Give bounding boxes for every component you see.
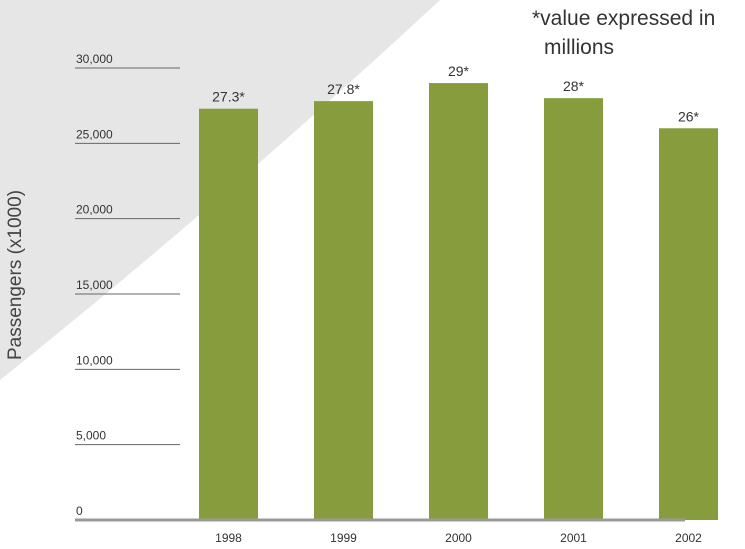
x-tick-label-2002: 2002 <box>675 531 702 545</box>
bar-1998 <box>199 108 258 521</box>
bar-1999 <box>314 101 373 520</box>
y-tick-label: 10,000 <box>76 353 113 367</box>
bar-2000 <box>429 83 488 521</box>
data-label-2000: 29* <box>448 63 470 79</box>
x-tick-label-2001: 2001 <box>560 531 587 545</box>
bars <box>199 83 718 521</box>
footnote: *value expressed in millions <box>532 4 742 62</box>
bar-2002 <box>659 128 718 520</box>
y-tick-label: 30,000 <box>76 52 113 66</box>
data-label-1999: 27.8* <box>327 81 360 97</box>
data-label-2002: 26* <box>678 108 700 124</box>
y-tick-label: 0 <box>76 504 83 518</box>
bar-2001 <box>544 98 603 520</box>
y-ticks: 0 5,000 10,000 15,000 20,000 25,000 30,000 <box>75 52 180 518</box>
y-axis-title: Passengers (x1000) <box>5 190 26 360</box>
data-label-1998: 27.3* <box>212 89 245 105</box>
x-tick-label-2000: 2000 <box>445 531 472 545</box>
y-tick-label: 5,000 <box>76 429 106 443</box>
x-tick-label-1999: 1999 <box>330 531 357 545</box>
x-tick-labels: 199819992000200120022003 <box>215 531 702 545</box>
y-tick-label: 20,000 <box>76 203 113 217</box>
footnote-line-1: *value expressed in <box>532 7 716 30</box>
x-tick-label-1998: 1998 <box>215 531 242 545</box>
y-tick-label: 25,000 <box>76 127 113 141</box>
y-tick-label: 15,000 <box>76 278 113 292</box>
footnote-line-2: millions <box>544 36 615 59</box>
data-label-2001: 28* <box>563 78 585 94</box>
data-labels: 27.3*27.8*29*28*26*24.7* <box>212 63 700 124</box>
